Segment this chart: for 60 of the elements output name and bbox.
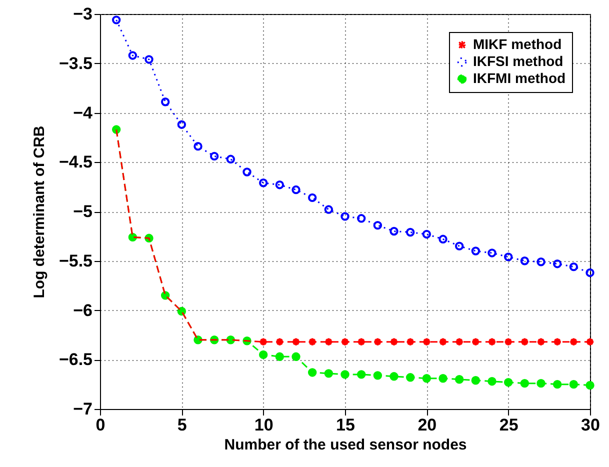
y-tick-label: −6.5 bbox=[58, 350, 92, 370]
x-tick-label: 15 bbox=[336, 416, 355, 434]
point bbox=[520, 256, 530, 266]
x-tick-label: 30 bbox=[581, 416, 600, 434]
point bbox=[177, 120, 186, 129]
y-tick-label: −4 bbox=[73, 103, 94, 122]
point bbox=[454, 242, 464, 250]
point bbox=[160, 98, 170, 106]
point bbox=[242, 168, 252, 176]
y-tick-label: −7 bbox=[73, 400, 92, 418]
point bbox=[324, 369, 334, 378]
point bbox=[373, 220, 382, 230]
point bbox=[324, 205, 334, 214]
point bbox=[504, 252, 513, 262]
point bbox=[488, 248, 496, 258]
y-tick-label: −4.5 bbox=[58, 152, 92, 172]
y-tick-label: −5.5 bbox=[58, 251, 92, 270]
x-tick-label: 10 bbox=[254, 416, 274, 434]
point bbox=[536, 258, 546, 266]
point bbox=[340, 212, 350, 221]
point bbox=[128, 51, 138, 60]
point bbox=[586, 268, 594, 278]
x-tick-label: 0 bbox=[96, 416, 106, 434]
point bbox=[422, 374, 432, 383]
point bbox=[520, 378, 530, 388]
point bbox=[422, 230, 432, 239]
legend-label: IKFMI method bbox=[473, 70, 566, 86]
point bbox=[292, 185, 300, 194]
x-axis-title: Number of the used sensor nodes bbox=[224, 436, 467, 454]
legend-label: IKFSI method bbox=[473, 53, 564, 69]
x-tick-label: 25 bbox=[499, 416, 518, 434]
point bbox=[356, 370, 366, 379]
point bbox=[390, 226, 398, 236]
point bbox=[275, 180, 284, 190]
y-tick-label: −3 bbox=[73, 4, 92, 24]
point bbox=[552, 380, 562, 389]
point bbox=[569, 262, 578, 272]
y-tick-label: −5 bbox=[73, 202, 92, 221]
x-tick-label: 5 bbox=[177, 416, 187, 434]
point bbox=[210, 152, 219, 161]
y-tick-label: −3.5 bbox=[58, 54, 92, 73]
legend-label: MIKF method bbox=[473, 36, 562, 52]
y-axis-title: Log determinant of CRB bbox=[30, 126, 48, 298]
point bbox=[308, 193, 317, 202]
point bbox=[258, 178, 268, 188]
point bbox=[552, 259, 562, 268]
point bbox=[144, 55, 154, 64]
point bbox=[406, 228, 415, 237]
point bbox=[226, 154, 236, 164]
point bbox=[454, 375, 464, 384]
point bbox=[194, 142, 202, 151]
point bbox=[438, 234, 448, 244]
point bbox=[471, 246, 480, 256]
point bbox=[586, 380, 594, 390]
point bbox=[275, 352, 284, 362]
point bbox=[112, 16, 121, 24]
x-tick-label: 20 bbox=[418, 416, 437, 434]
point bbox=[356, 214, 366, 223]
y-tick-label: −6 bbox=[73, 300, 92, 320]
point bbox=[488, 377, 496, 386]
